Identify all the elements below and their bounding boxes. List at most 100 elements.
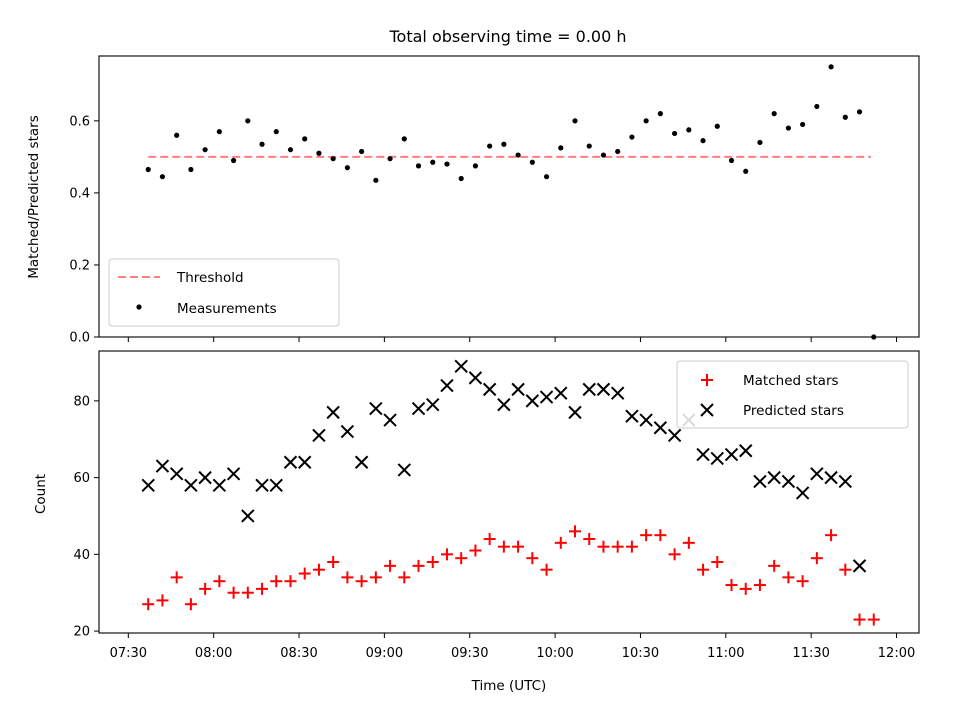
measurement-point: [444, 161, 450, 167]
predicted-star-point: [739, 444, 753, 458]
measurement-point: [430, 159, 436, 165]
measurement-point: [828, 64, 834, 70]
x-tick-label: 11:30: [792, 646, 829, 661]
x-tick-label: 11:00: [707, 646, 744, 661]
top-y-axis-label: Matched/Predicted stars: [26, 115, 42, 278]
predicted-star-point: [639, 413, 653, 427]
predicted-star-point: [468, 371, 483, 385]
measurement-point: [714, 123, 720, 129]
matched-star-point: [768, 559, 781, 572]
predicted-star-point: [312, 428, 326, 443]
matched-star-point: [512, 540, 525, 553]
predicted-star-point: [753, 474, 767, 489]
measurement-point: [302, 136, 308, 142]
matched-star-point: [142, 598, 155, 611]
predicted-star-point: [141, 478, 155, 492]
predicted-star-point: [554, 386, 568, 400]
matched-star-point: [227, 586, 240, 599]
measurement-point: [572, 118, 578, 124]
measurement-point: [174, 132, 180, 138]
x-tick-label: 09:30: [451, 646, 488, 661]
bottom-y-axis-label: Count: [33, 474, 49, 514]
legend-measurements-marker: [136, 304, 142, 310]
matched-star-point: [184, 598, 197, 611]
matched-star-point: [241, 586, 254, 599]
top-y-tick-label: 0.0: [69, 331, 90, 346]
predicted-star-point: [838, 474, 853, 489]
predicted-star-point: [326, 405, 340, 420]
legend-matched-label: Matched stars: [743, 373, 839, 389]
matched-star-point: [753, 579, 766, 592]
predicted-star-point: [667, 428, 682, 443]
measurement-point: [643, 118, 649, 124]
measurement-point: [856, 109, 863, 115]
predicted-star-point: [241, 509, 255, 523]
legend-matched-marker: [701, 374, 713, 386]
measurement-point: [814, 103, 820, 110]
predicted-star-point: [710, 451, 724, 466]
measurement-point: [330, 156, 336, 162]
predicted-star-point: [482, 382, 497, 397]
measurement-point: [458, 175, 464, 182]
predicted-star-point: [596, 382, 611, 397]
predicted-star-point: [610, 386, 625, 400]
matched-star-point: [796, 575, 809, 588]
measurement-point: [373, 177, 379, 183]
measurement-point: [757, 139, 763, 146]
x-tick-label: 09:00: [366, 646, 403, 661]
predicted-star-point: [354, 455, 369, 469]
predicted-star-point: [539, 390, 554, 404]
legend-plus-glyph: [701, 374, 713, 386]
measurement-point: [245, 118, 251, 124]
measurement-point: [686, 127, 692, 133]
x-tick-label: 07:30: [110, 646, 147, 661]
predicted-star-point: [255, 478, 269, 492]
x-axis-label: Time (UTC): [471, 678, 547, 694]
measurement-point: [657, 111, 663, 117]
predicted-star-point: [724, 447, 739, 462]
predicted-star-point: [212, 478, 227, 492]
predicted-star-point: [582, 382, 596, 397]
legend-predicted-label: Predicted stars: [743, 403, 844, 419]
x-tick-label: 10:00: [536, 646, 573, 661]
measurement-point: [785, 125, 792, 131]
predicted-star-point: [369, 401, 383, 416]
predicted-star-point: [383, 413, 397, 427]
matched-star-point: [369, 571, 382, 584]
measurement-point: [700, 138, 706, 144]
predicted-star-point: [696, 447, 710, 462]
matched-star-point: [597, 540, 610, 553]
matched-star-point: [270, 575, 283, 588]
top-y-tick-label: 0.6: [69, 114, 90, 129]
predicted-star-point: [155, 459, 170, 473]
matched-star-point: [782, 571, 795, 584]
predicted-star-point: [525, 394, 540, 408]
measurement-point: [615, 148, 621, 155]
matched-star-point: [469, 544, 482, 557]
predicted-star-point: [767, 470, 781, 485]
matched-star-point: [625, 540, 638, 553]
predicted-star-point: [511, 382, 525, 397]
matched-star-point: [853, 613, 866, 626]
bottom-legend: Matched stars Predicted stars: [676, 360, 909, 429]
matched-star-point: [384, 559, 397, 572]
legend-x-glyph: [700, 403, 714, 417]
matched-star-point: [483, 533, 496, 545]
measurement-point: [629, 134, 635, 140]
predicted-star-point: [810, 467, 824, 481]
measurement-point: [515, 152, 521, 158]
measurement-point: [202, 147, 208, 153]
measurement-point: [728, 157, 735, 164]
measurement-point: [344, 165, 350, 171]
x-tick-label: 10:30: [622, 646, 659, 661]
measurement-point: [529, 159, 535, 165]
matched-star-point: [640, 529, 653, 542]
matched-star-point: [611, 540, 624, 553]
legend-measurements-label: Measurements: [177, 301, 277, 317]
predicted-star-point: [184, 478, 198, 492]
measurement-point: [287, 147, 294, 153]
top-y-tick-label: 0.2: [69, 258, 90, 273]
matched-star-point: [440, 548, 453, 561]
measurement-point: [230, 157, 237, 164]
measurement-point: [487, 143, 493, 149]
